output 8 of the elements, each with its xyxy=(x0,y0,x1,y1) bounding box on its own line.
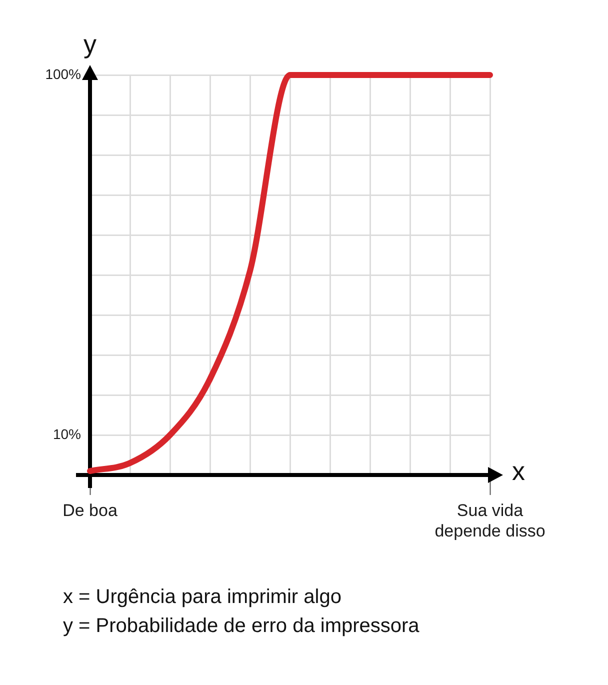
x-tick-label: Sua vida depende disso xyxy=(434,500,546,540)
y-tick-label: 100% xyxy=(45,66,81,82)
text: x = Urgência para imprimir algo xyxy=(63,585,342,610)
x-axis-title: x xyxy=(512,456,525,486)
y-tick-label: 10% xyxy=(52,426,81,442)
y-axis-title: y xyxy=(84,29,96,59)
x-tick-label: De boa xyxy=(62,500,118,520)
text: y = Probabilidade de erro da impressora xyxy=(63,614,420,639)
